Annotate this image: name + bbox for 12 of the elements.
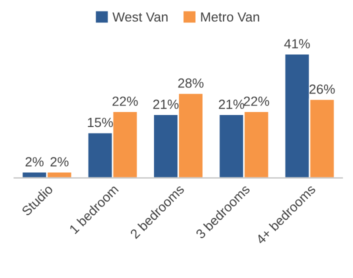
data-label: 15% xyxy=(88,118,113,128)
data-label: 21% xyxy=(153,100,179,109)
data-label: 21% xyxy=(218,100,244,109)
data-label: 28% xyxy=(178,78,204,88)
data-label: 22% xyxy=(244,96,270,106)
legend-label: Metro Van xyxy=(201,12,260,22)
legend-label: West Van xyxy=(112,12,168,22)
data-label: 41% xyxy=(284,39,310,48)
data-label: 2% xyxy=(50,157,68,166)
data-label: 22% xyxy=(112,96,138,106)
data-label: 2% xyxy=(26,157,44,166)
data-label: 26% xyxy=(310,84,335,94)
